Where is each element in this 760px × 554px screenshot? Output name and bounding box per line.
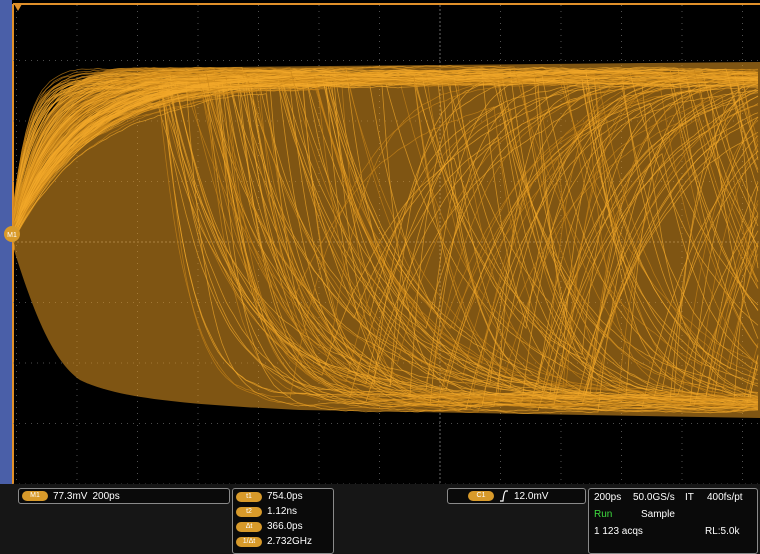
cursor-row: 1/Δt 2.732GHz	[233, 534, 333, 549]
acq-state: Run	[594, 509, 612, 520]
waveform-display: M1	[0, 0, 760, 484]
acq-sample-rate: 50.0GS/s	[633, 492, 675, 503]
cursor-row: Δt 366.0ps	[233, 519, 333, 534]
cursor-label: Δt	[236, 522, 262, 532]
cursor-label: 1/Δt	[236, 537, 262, 547]
cursor-value: 1.12ns	[267, 506, 297, 517]
cursor-value: 754.0ps	[267, 491, 303, 502]
math-timebase: 200ps	[92, 491, 119, 502]
side-strip	[0, 0, 12, 484]
acq-mode: Sample	[641, 509, 675, 520]
marker-label: M1	[7, 232, 17, 239]
cursor-value: 2.732GHz	[267, 536, 312, 547]
readout-panel: M1 77.3mV 200ps t1 754.0ps t2 1.12ns Δt 366…	[0, 484, 760, 554]
math-label: M1	[22, 491, 48, 501]
cursor-row: t2 1.12ns	[233, 504, 333, 519]
acq-count: 1 123 acqs	[594, 526, 643, 537]
math-readout: M1 77.3mV 200ps	[18, 488, 230, 504]
acq-resolution: 400fs/pt	[707, 492, 743, 503]
scope-screen: M1 M1 77.3mV 200ps t1 754.0ps t2 1.12ns Δt…	[0, 0, 760, 554]
cursor-readout: t1 754.0ps t2 1.12ns Δt 366.0ps 1/Δt 2.732GH…	[232, 488, 334, 554]
trigger-level: 12.0mV	[514, 491, 548, 502]
traces	[14, 62, 760, 418]
acquisition-readout: 200ps 50.0GS/s IT 400fs/pt Run Sample 1 …	[588, 488, 758, 554]
slope-icon	[499, 490, 509, 502]
math-row: M1 77.3mV 200ps	[19, 489, 229, 503]
cursor-label: t1	[236, 492, 262, 502]
reference-marker: M1	[4, 226, 20, 242]
trigger-readout: C1 12.0mV	[447, 488, 586, 504]
trigger-source: C1	[468, 491, 494, 501]
acq-mode-code: IT	[685, 492, 694, 503]
acq-timebase: 200ps	[594, 492, 621, 503]
cursor-label: t2	[236, 507, 262, 517]
math-scale: 77.3mV	[53, 491, 87, 502]
record-length: RL:5.0k	[705, 526, 739, 537]
cursor-value: 366.0ps	[267, 521, 303, 532]
cursor-row: t1 754.0ps	[233, 489, 333, 504]
trigger-row: C1 12.0mV	[448, 489, 585, 503]
